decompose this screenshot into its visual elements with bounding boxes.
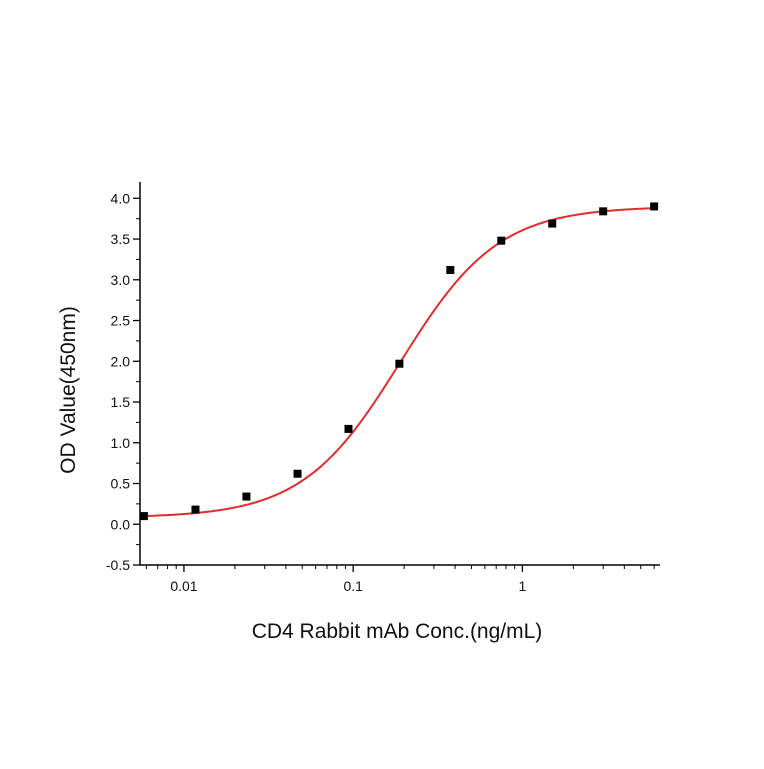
- x-axis-label: CD4 Rabbit mAb Conc.(ng/mL): [252, 620, 543, 643]
- data-points: [139, 202, 659, 521]
- y-tick-label: 4.0: [111, 190, 131, 206]
- data-point: [548, 219, 557, 228]
- y-tick-label: 2.5: [111, 313, 131, 329]
- y-axis-label: OD Value(450nm): [57, 306, 80, 474]
- y-tick-label: 0.0: [111, 516, 131, 532]
- data-point: [191, 505, 200, 514]
- y-tick-label: 0.5: [111, 476, 131, 492]
- y-tick-label: 3.0: [111, 272, 131, 288]
- x-tick-label: 0.01: [170, 578, 197, 594]
- y-tick-label: 1.0: [111, 435, 131, 451]
- data-point: [650, 202, 659, 211]
- data-point: [599, 207, 608, 216]
- data-point: [395, 359, 404, 368]
- data-point: [446, 266, 455, 275]
- y-tick-label: 3.5: [111, 231, 131, 247]
- y-tick-label: 2.0: [111, 353, 131, 369]
- data-point: [344, 424, 353, 433]
- ticks: -0.5 0.0 0.5 1.0 1.5 2.0 2.5 3.0 3.5 4.0 0.01 0.1 1: [106, 190, 655, 594]
- y-tick-label: 1.5: [111, 394, 131, 410]
- data-point: [242, 492, 251, 501]
- data-point: [497, 236, 506, 245]
- axes: [139, 182, 660, 566]
- data-point: [139, 512, 148, 521]
- y-tick-label: -0.5: [106, 557, 130, 573]
- x-tick-label: 0.1: [343, 578, 363, 594]
- x-tick-label: 1: [519, 578, 527, 594]
- data-point: [293, 469, 302, 478]
